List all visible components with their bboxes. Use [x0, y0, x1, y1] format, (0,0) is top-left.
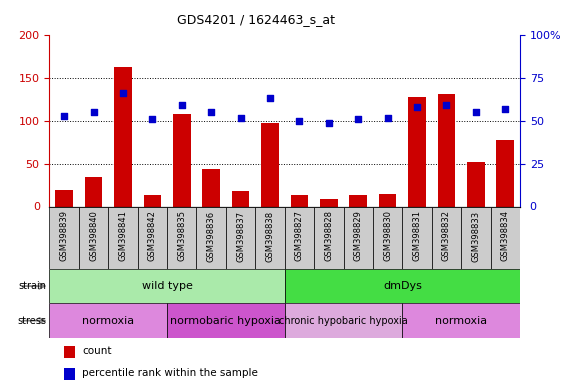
- Text: normoxia: normoxia: [82, 316, 134, 326]
- Bar: [285, 269, 520, 303]
- Bar: [196, 207, 226, 269]
- Text: strain: strain: [19, 281, 46, 291]
- Bar: [49, 269, 285, 303]
- Text: count: count: [83, 346, 112, 356]
- Bar: [232, 191, 249, 207]
- Text: GSM398838: GSM398838: [266, 210, 274, 262]
- Bar: [144, 195, 161, 207]
- Point: [236, 114, 245, 121]
- Bar: [496, 140, 514, 207]
- Text: GSM398841: GSM398841: [119, 210, 127, 261]
- Text: percentile rank within the sample: percentile rank within the sample: [83, 368, 258, 379]
- Bar: [202, 169, 220, 207]
- Text: GSM398831: GSM398831: [413, 210, 422, 262]
- Bar: [63, 346, 76, 358]
- Bar: [408, 97, 426, 207]
- Point: [501, 106, 510, 112]
- Point: [324, 120, 333, 126]
- Text: GSM398834: GSM398834: [501, 210, 510, 262]
- Bar: [63, 368, 76, 380]
- Bar: [403, 303, 520, 338]
- Text: GSM398836: GSM398836: [207, 210, 216, 262]
- Bar: [320, 199, 338, 207]
- Bar: [173, 114, 191, 207]
- Point: [119, 90, 128, 96]
- Text: 0: 0: [529, 202, 536, 212]
- Bar: [167, 303, 285, 338]
- Bar: [138, 207, 167, 269]
- Point: [59, 113, 69, 119]
- Bar: [167, 207, 196, 269]
- Bar: [49, 207, 79, 269]
- Bar: [379, 194, 396, 207]
- Text: GSM398828: GSM398828: [324, 210, 333, 262]
- Point: [177, 103, 187, 109]
- Bar: [261, 123, 279, 207]
- Bar: [432, 207, 461, 269]
- Bar: [255, 207, 285, 269]
- Text: GSM398837: GSM398837: [236, 210, 245, 262]
- Text: normoxia: normoxia: [435, 316, 487, 326]
- Bar: [226, 207, 255, 269]
- Text: dmDys: dmDys: [383, 281, 422, 291]
- Text: GSM398840: GSM398840: [89, 210, 98, 261]
- Point: [413, 104, 422, 110]
- Bar: [55, 190, 73, 207]
- Bar: [437, 94, 456, 207]
- Point: [148, 116, 157, 122]
- Bar: [403, 207, 432, 269]
- Text: stress: stress: [17, 316, 46, 326]
- Text: GSM398832: GSM398832: [442, 210, 451, 262]
- Text: GSM398827: GSM398827: [295, 210, 304, 262]
- Text: GDS4201 / 1624463_s_at: GDS4201 / 1624463_s_at: [177, 13, 335, 26]
- Bar: [373, 207, 402, 269]
- Bar: [108, 207, 138, 269]
- Bar: [461, 207, 490, 269]
- Text: GSM398833: GSM398833: [471, 210, 480, 262]
- Text: chronic hypobaric hypoxia: chronic hypobaric hypoxia: [279, 316, 408, 326]
- Point: [383, 114, 392, 121]
- Point: [266, 96, 275, 102]
- Bar: [349, 195, 367, 207]
- Bar: [343, 207, 373, 269]
- Bar: [85, 177, 102, 207]
- Text: GSM398842: GSM398842: [148, 210, 157, 261]
- Bar: [114, 66, 132, 207]
- Point: [89, 109, 98, 116]
- Point: [354, 116, 363, 122]
- Bar: [490, 207, 520, 269]
- Text: wild type: wild type: [142, 281, 192, 291]
- Point: [442, 103, 451, 109]
- Bar: [467, 162, 485, 207]
- Text: GSM398835: GSM398835: [177, 210, 187, 262]
- Text: 0: 0: [33, 202, 40, 212]
- Text: GSM398829: GSM398829: [354, 210, 363, 261]
- Point: [295, 118, 304, 124]
- Text: GSM398830: GSM398830: [383, 210, 392, 262]
- Bar: [285, 207, 314, 269]
- Text: normobaric hypoxia: normobaric hypoxia: [170, 316, 281, 326]
- Bar: [285, 303, 403, 338]
- Point: [471, 109, 480, 116]
- Bar: [290, 195, 309, 207]
- Bar: [314, 207, 343, 269]
- Bar: [49, 303, 167, 338]
- Bar: [79, 207, 108, 269]
- Text: GSM398839: GSM398839: [60, 210, 69, 262]
- Point: [206, 109, 216, 116]
